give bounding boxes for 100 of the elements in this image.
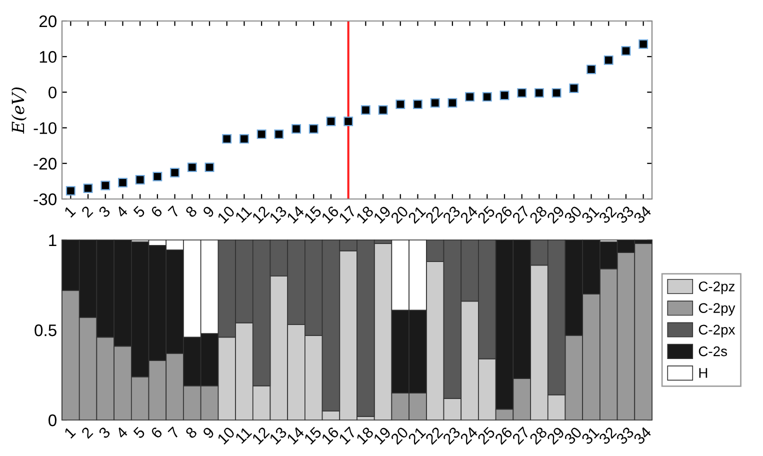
x-tick-label: 21 [408,426,426,445]
x-tick-label: 18 [356,205,374,224]
point [396,100,406,110]
x-tick-label: 6 [150,426,163,439]
point [552,88,562,98]
x-tick-label: 23 [442,205,461,224]
y-tick-label: -20 [34,158,56,170]
x-tick-label: 8 [184,205,198,218]
point [292,124,301,134]
x-tick-label: 30 [564,426,582,446]
point [430,98,440,108]
point [465,92,475,102]
legend-label: C-2px [698,324,736,338]
point [360,105,370,115]
x-tick-label: 6 [150,205,163,218]
point [170,168,180,178]
x-tick-label: 12 [252,205,270,224]
x-tick-label: 26 [494,205,513,224]
x-tick-label: 7 [168,205,180,218]
x-tick-label: 25 [476,205,496,224]
x-tick-label: 24 [460,205,478,224]
x-tick-label: 16 [321,205,340,224]
point [413,100,422,110]
y-tick-label: 0.5 [34,324,56,336]
x-tick-label: 13 [268,426,288,445]
x-tick-label: 2 [80,426,94,439]
y-tick-label: 10 [40,51,56,63]
x-tick-label: 17 [338,205,357,224]
x-tick-label: 5 [132,205,146,218]
x-tick-label: 32 [598,426,617,446]
x-tick-label: 2 [80,205,94,218]
x-tick-label: 4 [115,426,128,440]
y-tick-label: 0 [48,86,56,98]
x-tick-label: 33 [616,205,634,224]
x-tick-label: 19 [373,426,392,445]
x-tick-label: 14 [286,205,305,224]
point [308,124,318,134]
point [204,162,214,172]
point [500,90,510,100]
x-tick-label: 33 [616,426,634,446]
x-tick-label: 11 [234,426,252,444]
x-tick-label: 9 [202,205,215,218]
legend-label: C-2pz [698,282,735,294]
x-tick-label: 1 [64,426,76,439]
x-tick-label: 34 [632,205,652,224]
point [152,172,162,182]
x-tick-label: 1 [64,205,76,218]
point [344,116,354,126]
point [586,64,596,74]
legend-label: H [699,368,708,378]
point [239,134,249,144]
x-tick-label: 28 [528,426,548,445]
x-tick-label: 14 [286,426,305,445]
point [517,88,527,98]
point [638,39,648,49]
x-tick-label: 31 [580,426,600,446]
x-tick-label: 34 [632,426,652,446]
point [604,55,614,65]
x-tick-label: 12 [252,426,270,445]
point [256,129,266,139]
x-tick-label: 28 [528,205,548,224]
point [534,88,544,98]
x-tick-label: 18 [356,426,374,445]
x-tick-label: 4 [115,205,128,218]
x-tick-label: 20 [390,426,409,445]
x-tick-label: 7 [168,426,180,439]
y-tick-label: 0 [48,414,56,426]
point [135,175,145,184]
x-tick-label: 16 [321,426,340,445]
point [482,92,492,102]
x-tick-label: 8 [184,426,198,440]
x-tick-label: 25 [476,426,496,445]
x-tick-label: 20 [390,205,409,224]
x-tick-label: 22 [424,205,444,224]
point [66,186,76,196]
point [187,162,197,172]
x-tick-label: 27 [512,426,530,445]
legend-label: C-2s [698,346,727,356]
x-tick-label: 31 [580,205,600,224]
y-tick-label: -30 [34,193,56,206]
x-tick-label: 19 [373,205,392,224]
y-tick-label: 1 [49,234,56,246]
point [100,180,110,190]
x-tick-label: 11 [234,205,252,223]
x-tick-label: 24 [460,426,478,445]
x-tick-label: 22 [424,426,444,445]
x-tick-label: 10 [216,426,236,445]
point [621,46,631,56]
x-tick-label: 27 [512,205,530,224]
x-tick-label: 26 [494,426,513,445]
point [569,84,579,94]
x-tick-label: 15 [304,426,322,445]
y-axis-title: E(eV) [11,88,27,134]
x-tick-label: 32 [598,205,617,224]
x-tick-label: 21 [408,205,426,224]
x-tick-label: 15 [304,205,322,224]
x-tick-label: 9 [202,426,215,439]
point [378,105,388,115]
legend-label: C-2py [698,303,736,316]
x-tick-label: 29 [546,205,565,224]
